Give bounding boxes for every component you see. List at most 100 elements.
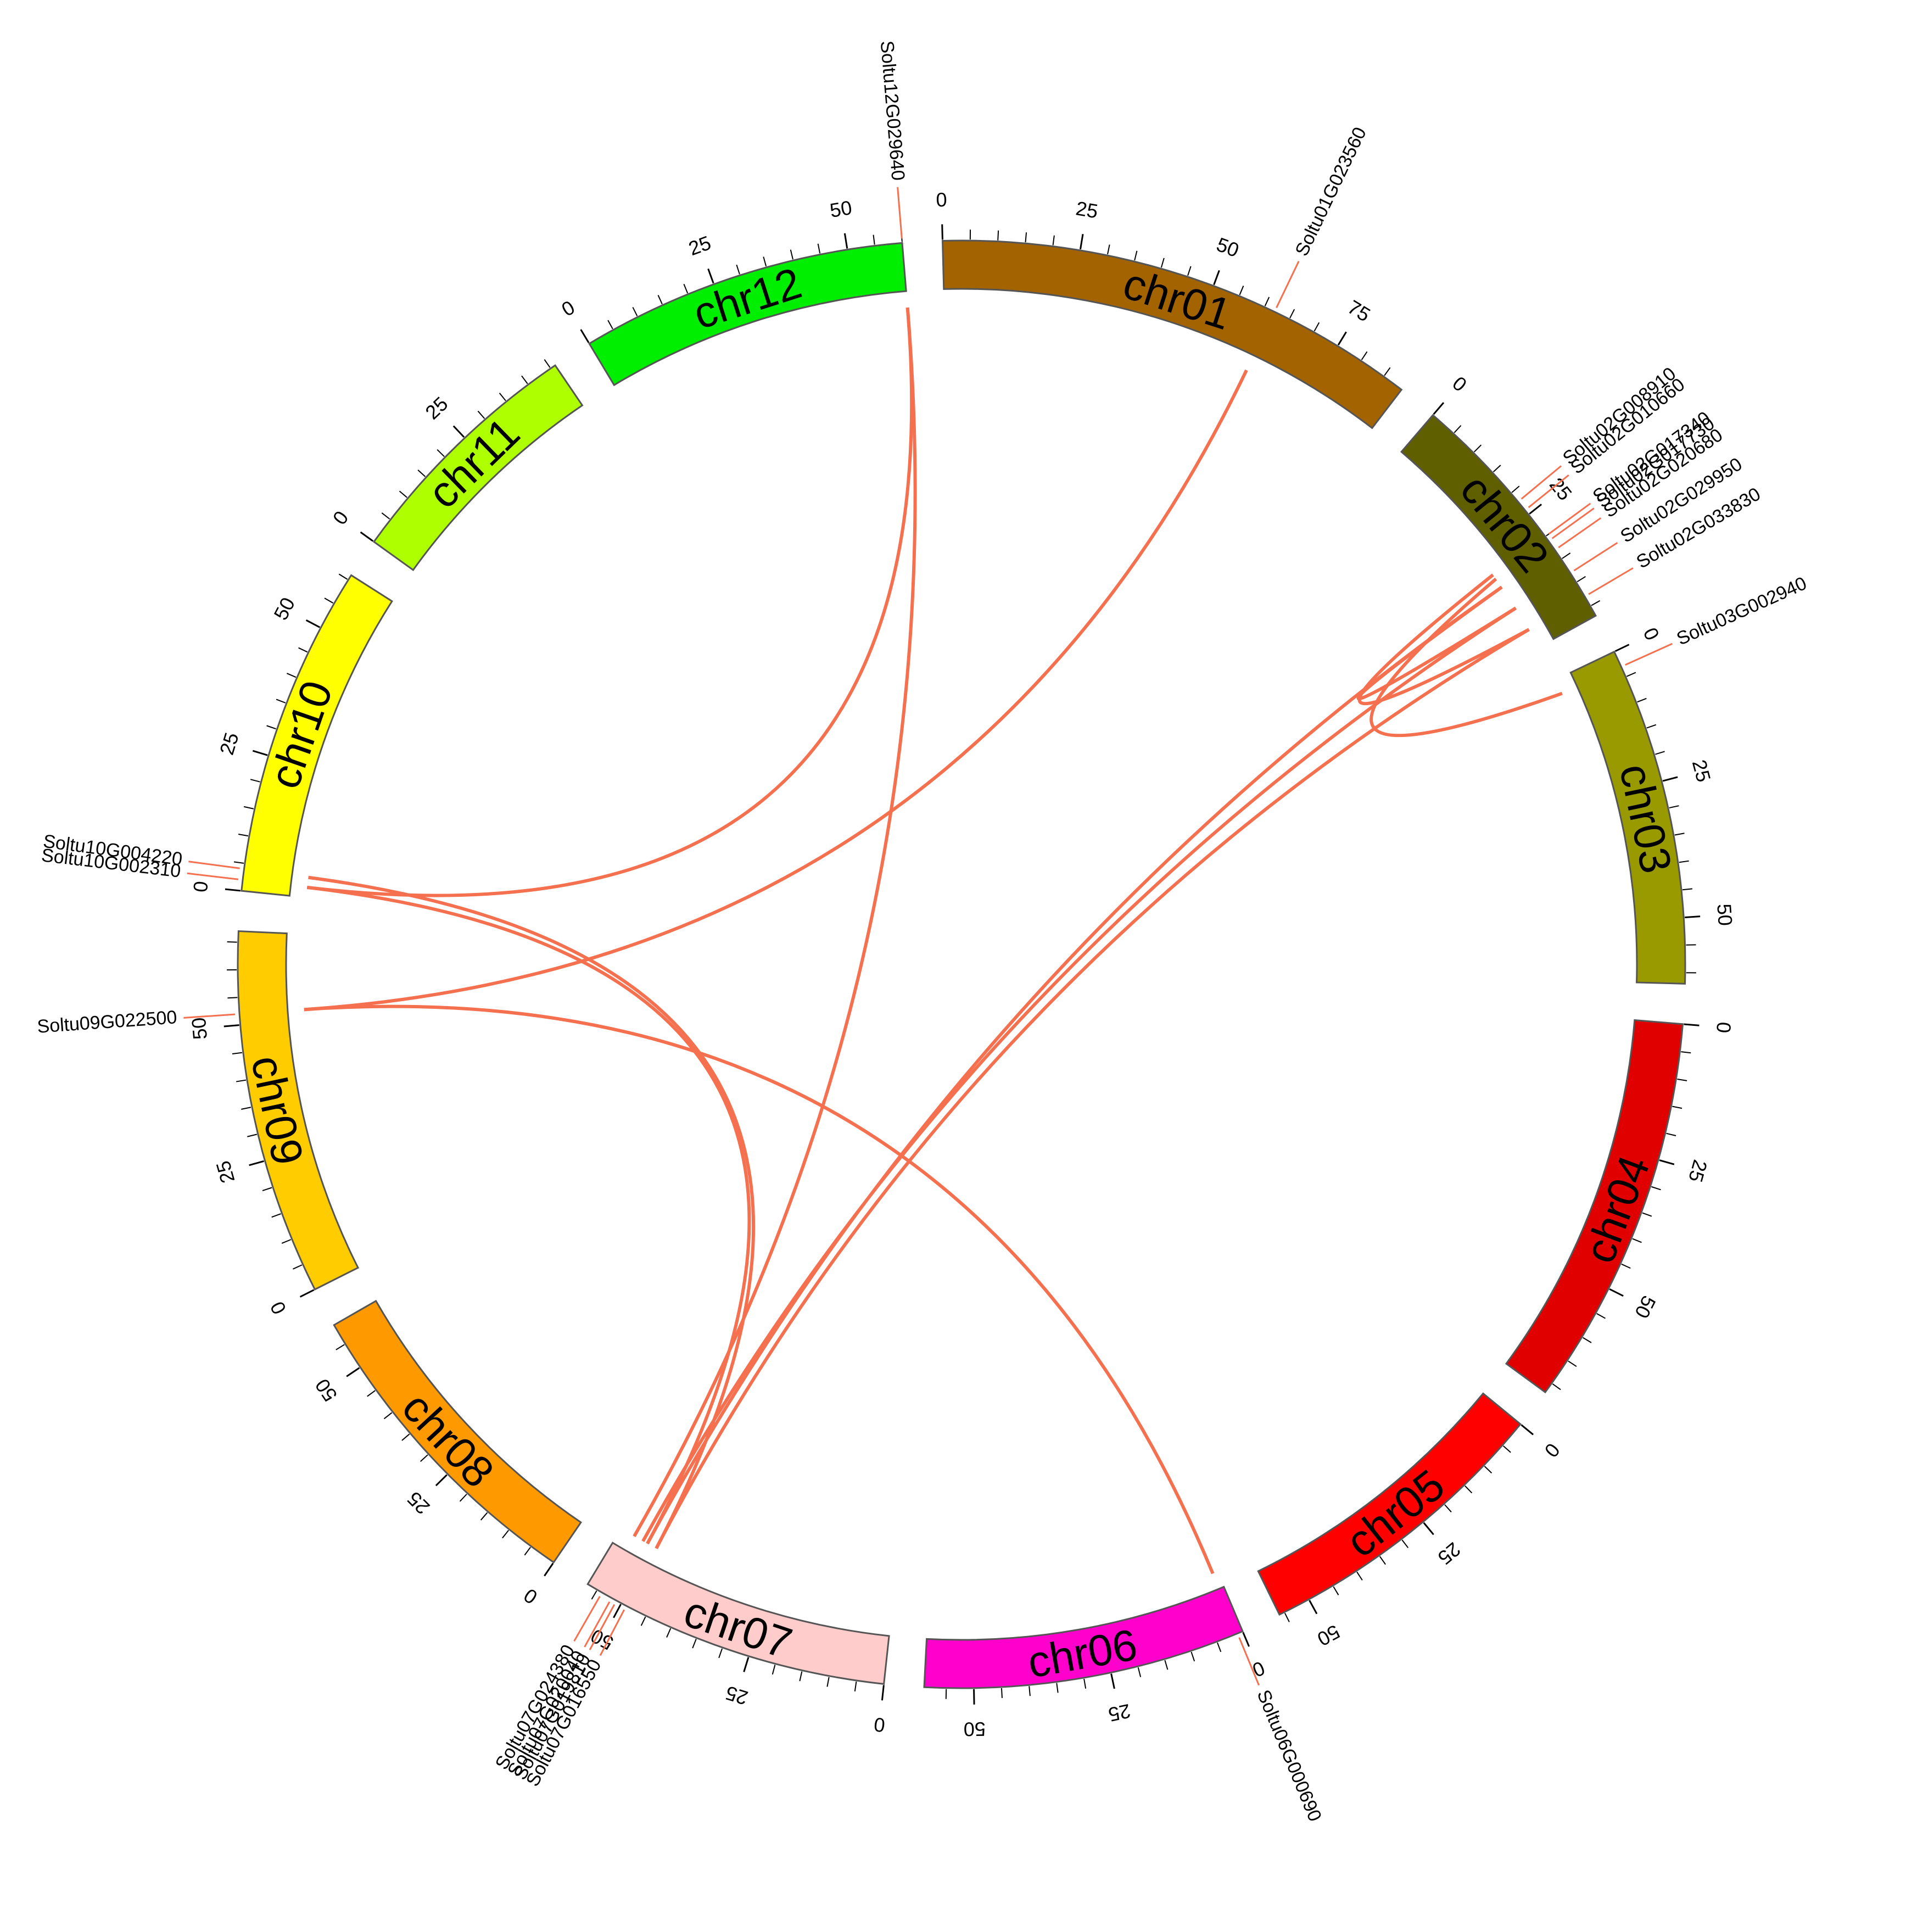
tick-chr07-30 (719, 1649, 722, 1658)
tick-chr01-85 (1384, 367, 1390, 376)
tick-chr04-65 (1568, 1361, 1577, 1366)
link-Soltu12G029640-Soltu07G024380 (634, 308, 915, 1536)
tick-chr06-10 (1191, 1652, 1194, 1661)
tick-chr04-15 (1672, 1107, 1682, 1109)
tick-chr08-50 (346, 1368, 359, 1377)
gene-tick-Soltu01G023560 (1277, 261, 1299, 308)
tick-chr02-20 (1512, 486, 1519, 493)
tick-chr12-35 (763, 257, 766, 266)
tick-label-chr10-50: 50 (269, 594, 299, 624)
tick-chr07-5 (855, 1682, 857, 1691)
tick-chr08-5 (524, 1547, 530, 1555)
chromosome-label-chr09: chr09 (242, 1051, 313, 1169)
tick-chr12-15 (658, 295, 662, 304)
tick-chr06-35 (1056, 1683, 1058, 1693)
tick-chr05-30 (1402, 1540, 1408, 1548)
tick-chr04-50 (1609, 1289, 1623, 1296)
tick-label-chr03-25: 25 (1688, 757, 1715, 784)
tick-chr10-15 (244, 807, 254, 809)
tick-chr09-10 (282, 1239, 291, 1243)
tick-chr06-40 (1029, 1686, 1030, 1696)
tick-chr01-15 (1025, 232, 1026, 242)
link-Soltu12G029640-Soltu10G002310 (307, 308, 912, 896)
tick-chr12-45 (818, 244, 820, 254)
tick-chr05-0 (1521, 1425, 1533, 1435)
tick-chr10-5 (234, 862, 244, 863)
tick-chr11-0 (361, 532, 373, 541)
tick-chr03-50 (1685, 917, 1700, 918)
tick-chr04-20 (1667, 1133, 1676, 1136)
gene-tick-Soltu12G029640 (898, 187, 902, 239)
tick-label-chr07-0: 0 (873, 1713, 886, 1736)
tick-chr04-45 (1622, 1264, 1630, 1268)
tick-chr12-10 (633, 307, 637, 316)
tick-chr10-35 (276, 699, 286, 702)
tick-chr11-10 (399, 491, 407, 498)
chromosome-label-chr06: chr06 (1024, 1620, 1141, 1687)
tick-chr12-0 (581, 330, 589, 343)
tick-chr07-15 (800, 1672, 802, 1682)
tick-chr06-25 (1111, 1674, 1115, 1689)
tick-chr09-15 (272, 1214, 281, 1217)
tick-label-chr05-0: 0 (1540, 1439, 1564, 1462)
tick-chr05-25 (1424, 1523, 1434, 1535)
tick-label-chr08-50: 50 (311, 1375, 342, 1405)
tick-chr04-10 (1677, 1079, 1687, 1081)
tick-chr03-5 (1626, 673, 1636, 677)
tick-chr09-40 (236, 1080, 246, 1082)
tick-label-chr06-25: 25 (1106, 1700, 1133, 1726)
tick-label-chr09-50: 50 (187, 1017, 211, 1040)
tick-chr03-25 (1663, 777, 1678, 781)
tick-chr11-15 (418, 470, 425, 477)
tick-label-chr12-0: 0 (557, 296, 578, 321)
tick-chr01-25 (1080, 234, 1083, 249)
tick-chr07-20 (773, 1665, 775, 1674)
tick-chr08-15 (481, 1512, 488, 1520)
tick-chr09-25 (249, 1161, 264, 1165)
tick-chr04-70 (1552, 1384, 1561, 1389)
tick-chr02-35 (1562, 553, 1570, 559)
tick-chr10-10 (238, 834, 248, 836)
link-Soltu02G020680-Soltu02G029950 (1358, 587, 1516, 699)
tick-chr06-20 (1138, 1667, 1141, 1677)
chromosome-label-chr04: chr04 (1575, 1149, 1659, 1270)
tick-chr08-20 (460, 1494, 467, 1501)
tick-label-chr11-0: 0 (328, 507, 353, 529)
tick-chr04-35 (1642, 1213, 1652, 1216)
tick-chr06-5 (1217, 1643, 1221, 1652)
chromosome-label-chr03: chr03 (1611, 760, 1681, 877)
tick-chr02-45 (1591, 601, 1600, 606)
tick-chr07-40 (667, 1628, 670, 1637)
tick-chr01-30 (1108, 244, 1110, 254)
tick-chr06-30 (1084, 1679, 1086, 1689)
tick-label-chr01-50: 50 (1214, 233, 1242, 261)
tick-chr06-0 (1243, 1632, 1249, 1646)
tick-chr05-15 (1465, 1486, 1472, 1493)
tick-chr10-30 (267, 725, 276, 729)
tick-chr01-75 (1338, 332, 1346, 345)
tick-chr09-55 (227, 997, 237, 998)
tick-chr04-60 (1583, 1338, 1591, 1343)
link-Soltu02G029950-Soltu07G020040 (643, 608, 1516, 1541)
tick-chr11-40 (522, 376, 528, 383)
tick-chr05-45 (1333, 1587, 1338, 1595)
tick-chr11-45 (544, 360, 550, 368)
tick-chr03-30 (1669, 806, 1679, 808)
tick-chr02-40 (1577, 577, 1585, 582)
tick-chr09-0 (300, 1290, 314, 1297)
tick-label-chr07-25: 25 (723, 1682, 750, 1710)
tick-chr01-45 (1188, 266, 1191, 276)
tick-chr07-50 (613, 1604, 620, 1618)
tick-label-chr11-25: 25 (421, 392, 452, 423)
tick-chr08-25 (436, 1475, 447, 1486)
tick-chr12-30 (736, 265, 740, 274)
tick-chr08-55 (336, 1344, 344, 1349)
tick-chr07-55 (592, 1591, 597, 1600)
tick-label-chr02-0: 0 (1448, 372, 1471, 396)
tick-chr01-60 (1265, 297, 1270, 306)
tick-chr04-30 (1651, 1187, 1661, 1190)
tick-chr01-65 (1290, 309, 1294, 318)
tick-chr04-40 (1633, 1239, 1642, 1243)
gene-labels: Soltu01G023560Soltu02G008910Soltu02G0106… (36, 40, 1810, 1824)
